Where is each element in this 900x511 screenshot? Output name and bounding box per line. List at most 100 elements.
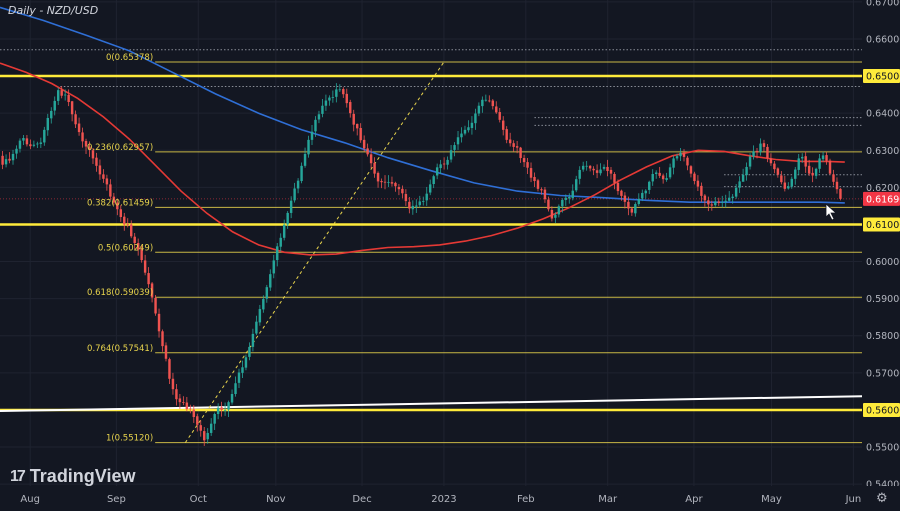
candle-body [244,357,248,368]
candle-body [422,201,425,202]
candle-body [157,313,161,332]
candle-body [383,181,387,183]
candle-body [279,237,282,247]
time-axis-background [0,486,900,511]
candle-body [192,409,196,417]
candle-body [672,158,675,168]
candle-body [338,89,342,91]
candle-body [380,181,383,183]
candle-body [717,201,720,203]
candle-body [237,372,241,383]
candle-body [387,182,390,183]
candle-body [74,114,77,125]
candle-body [787,186,790,189]
candle-body [345,93,348,104]
candle-body [307,139,310,155]
candle-body [88,146,91,150]
candle-body [1,155,4,165]
candle-body [289,200,293,213]
candle-body [136,243,140,250]
candle-body [102,174,105,179]
candle-body [762,143,766,147]
candle-body [63,94,67,96]
candle-body [637,198,641,205]
candle-body [588,165,592,169]
candle-body [536,180,540,189]
candle-body [411,205,415,210]
candle-body [227,402,230,410]
candle-body [714,201,717,206]
candle-body [449,150,453,160]
candle-body [314,119,317,132]
candle-body [508,139,512,144]
candle-body [609,169,613,174]
candle-body [22,138,25,141]
candle-body [738,181,741,188]
candle-body [29,144,32,147]
candle-body [32,144,36,146]
candle-body [568,196,571,199]
candle-body [522,158,526,163]
candle-body [658,172,661,176]
candle-body [296,180,300,189]
candle-body [529,168,533,178]
candle-body [696,180,700,187]
candle-body [286,212,289,225]
candle-body [355,123,359,129]
candle-body [95,157,98,166]
x-tick-label: Aug [20,494,40,505]
candle-body [335,89,338,97]
candle-body [547,199,550,210]
candle-body [397,186,401,190]
candle-body [199,425,202,431]
candle-body [161,331,164,347]
gear-icon[interactable]: ⚙ [876,491,888,506]
candle-body [800,156,804,159]
price-axis-background [862,0,900,511]
candle-body [453,145,456,150]
candle-body [780,175,783,183]
candle-body [505,129,508,140]
candle-body [168,359,171,379]
candle-body [321,105,324,114]
x-tick-label: Oct [190,494,207,505]
candle-body [425,193,428,201]
candle-body [686,157,689,166]
tradingview-logo-mark: 17 [10,467,26,485]
fib-level-label: 0(0.65378) [106,53,153,63]
candle-body [839,188,842,199]
candle-body [265,287,269,299]
candle-body [456,137,460,145]
candle-body [432,176,435,185]
time-axis[interactable]: Aug Sep Oct Nov Dec 2023 Feb Mar Apr May Jun [0,486,900,511]
candle-body [502,120,505,130]
candle-body [112,196,116,203]
candle-body [282,224,286,238]
candle-body [352,113,355,125]
candle-body [185,402,189,410]
current-price-tag [863,191,900,206]
candle-body [36,143,39,145]
candle-body [359,127,362,141]
candle-body [818,158,821,169]
candle-body [258,309,262,323]
candle-body [241,367,244,373]
candle-body [630,208,634,213]
fib-level-label: 0.382(0.61459) [87,198,153,208]
candle-body [303,153,307,166]
candle-body [540,189,543,191]
candle-body [390,182,394,184]
candle-body [627,201,630,209]
candle-body [276,246,279,261]
x-tick-label: Feb [517,494,535,505]
candle-body [105,178,109,185]
candle-body [446,159,449,165]
candle-body [366,148,369,155]
